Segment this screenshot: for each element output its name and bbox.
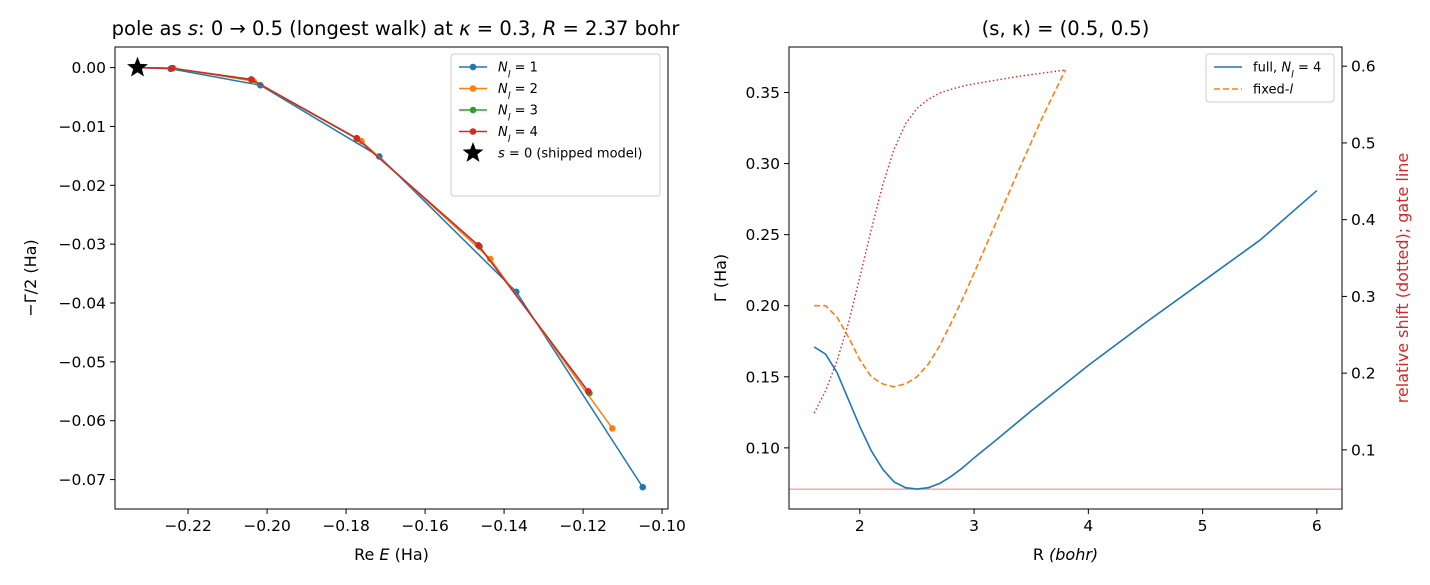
right-chart: 2 3 4 5 6 0.10 0.15 0.20 0.25 0.30 0.35 0.1 0.2 0.3 0.… [711, 17, 1412, 564]
legend-star-marker [462, 142, 484, 162]
data-point-n4 [353, 134, 361, 142]
y2-tick-label: 0.6 [1351, 58, 1376, 76]
x-tick-label: −0.22 [164, 517, 212, 535]
x-tick-label: −0.16 [401, 517, 449, 535]
x-tick-label: 4 [1083, 517, 1093, 535]
chart-title: pole as s: 0 → 0.5 (longest walk) at κ =… [112, 17, 681, 40]
series-line-full [813, 189, 1318, 490]
shipped-model-star [127, 56, 148, 77]
y2-tick-label: 0.2 [1351, 365, 1376, 383]
x-tick-label: −0.18 [322, 517, 370, 535]
legend-box [450, 53, 661, 197]
data-point-n4 [584, 387, 592, 395]
y2-tick-label: 0.1 [1351, 441, 1376, 459]
y-tick-label: 0.30 [745, 155, 780, 173]
legend-label-n2: Nl = 2 [498, 82, 538, 102]
y-tick-label: −0.02 [59, 177, 107, 195]
series-line-fixed-l [814, 69, 1067, 388]
series-line-relative-shift [813, 69, 1066, 414]
plot-frame [114, 46, 669, 510]
data-point-n2 [609, 425, 616, 432]
legend-label-n1: Nl = 1 [498, 61, 538, 81]
y-tick-label: 0.00 [71, 59, 106, 77]
y-tick-label: −0.05 [59, 353, 107, 371]
x-tick-label: −0.14 [480, 517, 528, 535]
y-tick-label: 0.35 [745, 84, 780, 102]
x-tick-label: −0.20 [243, 517, 291, 535]
data-point-n4 [475, 242, 482, 249]
y-tick-label: −0.07 [59, 471, 107, 489]
legend-label-n4: Nl = 4 [498, 125, 538, 145]
chart-title: (s, κ) = (0.5, 0.5) [982, 17, 1150, 40]
x-axis-label: Re E (Ha) [354, 545, 429, 564]
legend-label-shipped: s = 0 (shipped model) [498, 147, 642, 162]
y2-tick-label: 0.5 [1351, 134, 1376, 152]
plot-frame [788, 46, 1343, 510]
y2-axis-label: relative shift (dotted); gate line [1393, 153, 1412, 404]
y-tick-label: 0.15 [745, 368, 780, 386]
x-tick-label: 2 [855, 517, 865, 535]
series-line-n4 [137, 66, 589, 392]
y-tick-label: 0.25 [745, 226, 780, 244]
legend-swatch-marker [469, 85, 477, 92]
y-tick-label: −0.03 [59, 236, 107, 254]
y2-tick-label: 0.4 [1351, 211, 1376, 229]
legend-swatch-marker [469, 128, 477, 135]
left-chart: −0.22 −0.20 −0.18 −0.16 −0.14 −0.12 −0.10 0.00 −… [21, 17, 686, 564]
legend-label-n3: Nl = 3 [498, 104, 538, 124]
data-point-n1 [639, 483, 647, 491]
x-tick-label: −0.12 [559, 517, 607, 535]
legend-box [1205, 53, 1335, 103]
data-point-n2 [486, 255, 494, 263]
y-tick-label: −0.04 [59, 295, 107, 313]
data-point-n4 [247, 76, 255, 83]
x-tick-label: 5 [1198, 517, 1208, 535]
x-tick-label: 3 [969, 517, 979, 535]
x-axis-label: R (bohr) [1033, 545, 1098, 564]
legend-swatch-marker [469, 63, 477, 71]
y-tick-label: −0.06 [59, 412, 107, 430]
legend-label-full: full, Nl = 4 [1253, 61, 1321, 81]
y-tick-label: 0.20 [745, 297, 780, 315]
x-tick-label: 6 [1312, 517, 1322, 535]
data-point-n4 [168, 64, 176, 72]
y-axis-label: Γ (Ha) [711, 254, 730, 302]
y2-tick-label: 0.3 [1351, 288, 1376, 306]
x-tick-label: −0.10 [638, 517, 686, 535]
y-axis-label: −Γ/2 (Ha) [21, 239, 40, 316]
legend-label-fixed-l: fixed-l [1253, 83, 1293, 98]
y-tick-label: 0.10 [745, 439, 780, 457]
y-tick-label: −0.01 [59, 118, 107, 136]
legend-swatch-marker [469, 106, 477, 114]
